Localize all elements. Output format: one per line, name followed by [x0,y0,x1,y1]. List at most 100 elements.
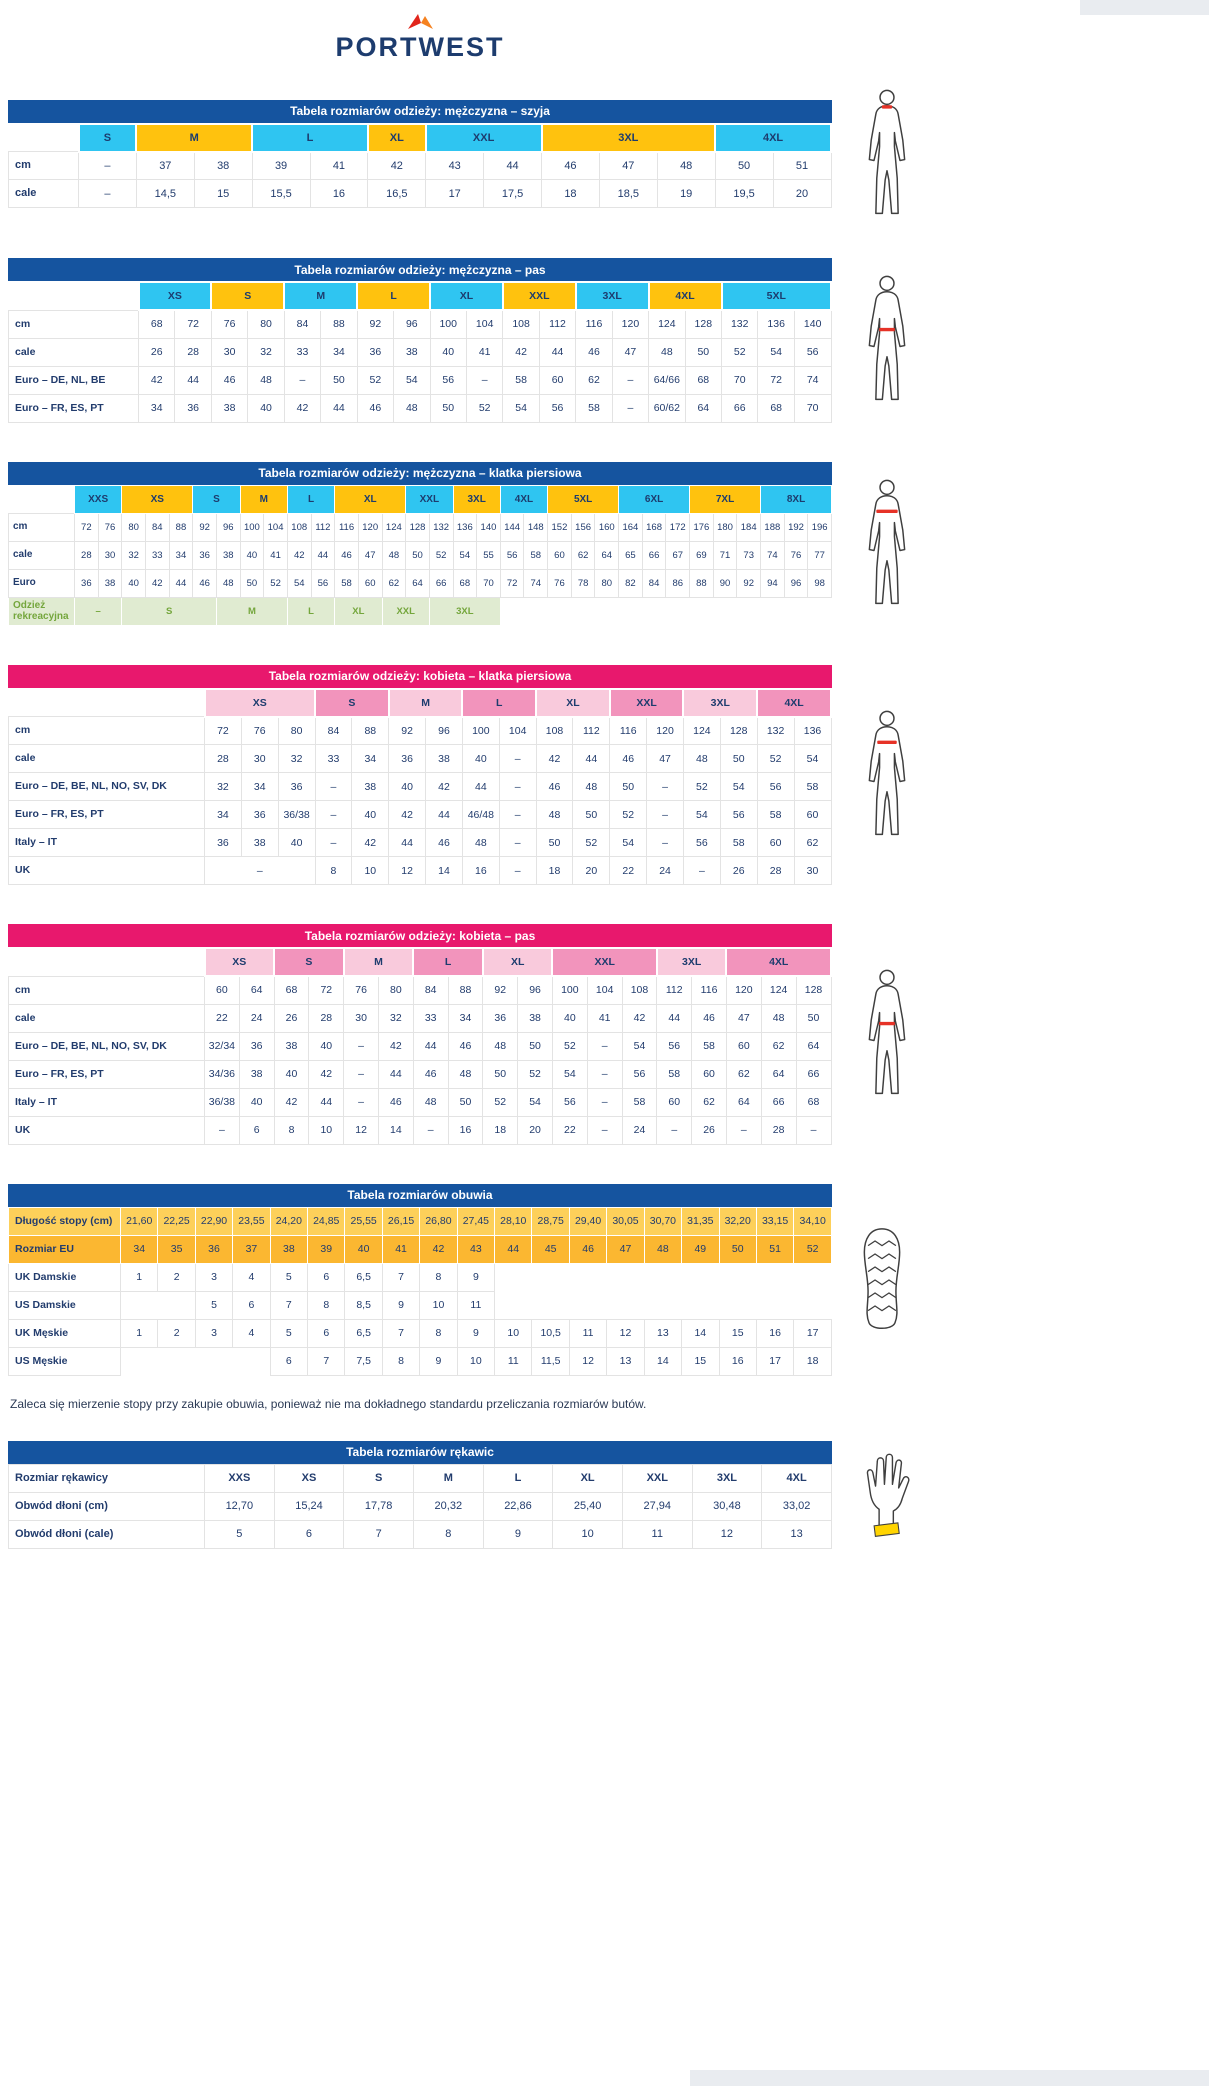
data-cell: 44 [412,1031,449,1061]
table-block-shoes: Tabela rozmiarów obuwia Długość stopy (cm… [8,1183,1198,1376]
data-cell: S [121,596,217,626]
data-cell: 10 [552,1519,623,1549]
data-cell: 39 [251,151,311,181]
data-cell: 39 [307,1234,346,1264]
data-cell: 17 [425,179,485,209]
data-cell: 5 [269,1318,309,1348]
data-cell: 50 [405,540,430,570]
size-header-M: M [387,687,464,718]
data-cell: 92 [388,716,427,745]
data-cell: 74 [523,568,549,598]
data-cell: 8 [419,1318,458,1348]
data-cell: – [586,1059,623,1089]
data-cell: 34 [240,772,279,801]
data-cell: 16 [755,1318,795,1348]
table-row: Euro – DE, BE, NL, NO, SV, DK 32/34 36 38 40… [8,1031,832,1061]
data-cell: 10 [456,1346,496,1376]
data-cell: 44 [538,337,577,367]
data-cell: 52 [465,393,504,423]
data-cell: XL [334,596,383,626]
figure-head [879,89,895,106]
data-cell: 50 [517,1031,553,1061]
data-cell: 108 [502,309,540,339]
data-cell: 38 [273,1031,310,1061]
figure-body-outline [868,494,906,604]
size-header-XXL: XXL [405,484,454,514]
data-cell: – [656,1115,693,1145]
data-cell: 66 [720,393,759,423]
data-cell: 44 [168,568,194,598]
data-cell: 136 [452,512,478,542]
data-cell: 34/36 [204,1059,240,1089]
data-cell: – [586,1031,623,1061]
portwest-logo[interactable]: PORTWEST [8,0,832,89]
row-label: Euro – FR, ES, PT [8,393,139,423]
data-cell: 12 [606,1318,645,1348]
data-cell: 58 [793,772,832,801]
data-cell: 9 [381,1290,421,1320]
data-cell: 36/38 [204,1087,240,1117]
data-cell: 140 [476,512,501,542]
data-cell: 41 [381,1234,421,1264]
data-cell: 34 [204,800,242,829]
data-cell: 20 [572,856,611,885]
data-cell: 14,5 [135,179,195,209]
data-cell: – [611,365,650,395]
data-cell: XXS [204,1463,275,1493]
data-cell: 58 [756,800,795,829]
data-cell: 11 [456,1290,496,1320]
table-women-waist: Tabela rozmiarów odzieży: kobieta – pas X… [8,924,832,1145]
data-cell [494,1291,832,1319]
data-cell: 8 [314,856,353,885]
data-cell: – [795,1115,832,1145]
data-cell [120,1291,196,1319]
data-cell: 38 [517,1003,553,1033]
data-cell: 136 [793,716,832,745]
data-cell: 44 [310,540,336,570]
data-cell: 28 [174,337,212,367]
data-cell [494,1263,832,1291]
table-row: US Męskie 6 7 7,5 8 9 10 11 11,5 12 13 14 15 16 17 18 [8,1346,832,1376]
data-cell: 6 [269,1346,309,1376]
data-cell: 45 [531,1234,570,1264]
data-cell: 84 [283,309,322,339]
figure-person-w-chest [856,710,918,840]
data-cell: 50 [482,1059,519,1089]
data-cell: 38 [393,337,431,367]
data-cell: 42 [273,1087,310,1117]
data-cell: 27,94 [621,1491,693,1521]
figure-glove [856,1443,920,1547]
data-cell: 42 [286,540,312,570]
row-label: cm [8,975,205,1005]
data-cell: 30,70 [643,1206,683,1236]
data-cell: 50 [718,1234,757,1264]
data-cell: 47 [725,1003,762,1033]
data-cell: 64 [594,540,620,570]
table-men-neck: Tabela rozmiarów odzieży: mężczyzna – sz… [8,99,832,209]
data-cell: 36 [277,772,316,801]
data-cell: 5 [194,1290,234,1320]
data-cell: 84 [412,975,449,1005]
data-cell: 36 [204,828,242,857]
data-cell: 100 [239,512,265,542]
data-cell: 112 [656,975,693,1005]
data-cell: 54 [502,393,540,423]
data-cell: 52 [551,1031,588,1061]
data-cell: 54 [551,1059,588,1089]
data-cell: – [498,744,537,773]
size-header-5XL: 5XL [720,281,832,311]
data-cell: 10,5 [531,1318,570,1348]
data-cell: 38 [193,151,253,181]
data-cell: 48 [760,1003,797,1033]
data-cell: 32 [121,540,146,570]
data-cell: 30 [240,744,279,773]
size-header-7XL: 7XL [689,484,762,514]
data-cell: 47 [606,1234,645,1264]
data-cell: 14 [377,1115,414,1145]
size-table-women-waist: XS S M L XL XXL 3XL 4XL cm 60 64 68 72 76 80 84 88 92 96 10… [8,947,832,1145]
data-cell: 73 [736,540,762,570]
data-cell: 56 [499,540,525,570]
data-cell: 30 [210,337,249,367]
data-cell: 36 [356,337,395,367]
data-cell: 3XL [691,1463,763,1493]
